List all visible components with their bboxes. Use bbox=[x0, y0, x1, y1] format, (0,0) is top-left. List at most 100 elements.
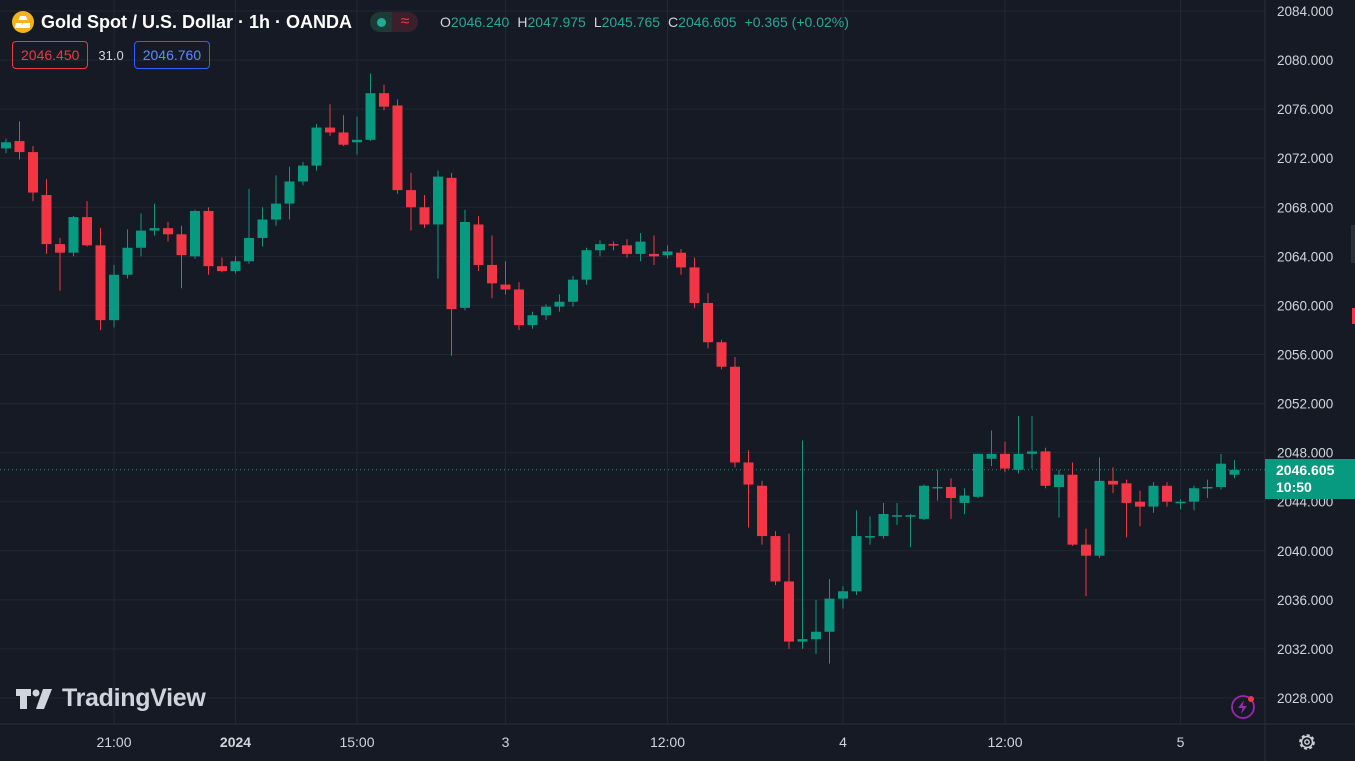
candle-body bbox=[703, 302, 713, 343]
price-axis[interactable]: 2084.000 2080.000 2076.000 2072.000 2068.000… bbox=[1277, 4, 1333, 706]
candle bbox=[298, 161, 308, 186]
candle bbox=[217, 257, 227, 273]
candle-body bbox=[662, 251, 673, 256]
candle-body bbox=[190, 210, 200, 257]
candle bbox=[1000, 441, 1010, 473]
candle-body bbox=[568, 279, 578, 302]
candle bbox=[1229, 460, 1240, 479]
candle bbox=[28, 145, 38, 202]
candle-body bbox=[1067, 474, 1078, 545]
candle-body bbox=[325, 127, 335, 133]
candle bbox=[1216, 453, 1226, 490]
time-tick-label: 5 bbox=[1177, 734, 1185, 750]
last-price-value: 2046.605 bbox=[1276, 462, 1335, 478]
candle bbox=[41, 179, 52, 254]
candle-body bbox=[14, 141, 25, 153]
lightning-icon[interactable] bbox=[1230, 694, 1256, 720]
candle-body bbox=[217, 266, 227, 272]
candle bbox=[595, 240, 605, 257]
open-value: O2046.240 bbox=[440, 14, 510, 30]
candle-body bbox=[716, 342, 727, 367]
candle bbox=[68, 215, 79, 257]
market-open-dot-icon bbox=[370, 12, 393, 32]
candle bbox=[514, 282, 524, 330]
candle-body bbox=[959, 495, 970, 503]
candle bbox=[163, 222, 173, 242]
candle bbox=[365, 73, 376, 142]
gear-icon[interactable] bbox=[1296, 731, 1318, 753]
candle bbox=[905, 513, 916, 548]
price-tick-label: 2036.000 bbox=[1277, 593, 1333, 608]
candle-body bbox=[41, 195, 52, 245]
candlestick-series bbox=[1, 73, 1240, 664]
candle-body bbox=[28, 152, 38, 193]
candle bbox=[446, 172, 457, 356]
legend-header: Gold Spot / U.S. Dollar · 1h · OANDA ≈ O… bbox=[12, 9, 849, 35]
candle bbox=[1040, 447, 1051, 489]
price-tick-label: 2080.000 bbox=[1277, 53, 1333, 68]
market-status-pill[interactable]: ≈ bbox=[370, 12, 419, 32]
candle bbox=[338, 115, 349, 146]
candle-body bbox=[352, 139, 362, 143]
candle bbox=[1094, 457, 1105, 559]
time-tick-label: 12:00 bbox=[987, 734, 1022, 750]
candle bbox=[1081, 528, 1091, 597]
candle-body bbox=[203, 210, 214, 267]
candle bbox=[797, 440, 808, 649]
gold-bars-icon[interactable] bbox=[12, 11, 34, 33]
low-value: L2045.765 bbox=[593, 14, 661, 30]
candle-body bbox=[865, 536, 875, 538]
candle-body bbox=[1162, 485, 1172, 502]
candle bbox=[1135, 490, 1145, 527]
candle-body bbox=[136, 230, 146, 248]
candle bbox=[770, 531, 781, 586]
right-edge-marker bbox=[1351, 225, 1355, 263]
tradingview-watermark[interactable]: TradingView bbox=[16, 684, 206, 713]
candle-body bbox=[581, 250, 592, 280]
candle-body bbox=[500, 284, 511, 290]
time-tick-label: 12:00 bbox=[650, 734, 685, 750]
candle-body bbox=[1054, 474, 1064, 487]
candle-body bbox=[1148, 485, 1159, 507]
candle bbox=[149, 203, 160, 236]
price-tick-label: 2084.000 bbox=[1277, 4, 1333, 19]
candle-body bbox=[1013, 453, 1024, 470]
time-tick-label: 3 bbox=[502, 734, 510, 750]
candle-body bbox=[1216, 463, 1226, 487]
candle bbox=[986, 430, 997, 467]
candle bbox=[689, 257, 700, 308]
candle bbox=[730, 356, 740, 468]
candle-body bbox=[365, 93, 376, 140]
symbol-title[interactable]: Gold Spot / U.S. Dollar · 1h · OANDA bbox=[41, 11, 353, 32]
quote-panel: 2046.450 31.0 2046.760 bbox=[12, 41, 211, 69]
price-tick-label: 2052.000 bbox=[1277, 397, 1333, 412]
candle-body bbox=[473, 224, 484, 265]
candle bbox=[649, 235, 659, 265]
candle bbox=[892, 502, 902, 526]
candle bbox=[311, 123, 322, 171]
candle bbox=[1013, 415, 1024, 474]
candle bbox=[757, 480, 767, 545]
time-axis[interactable]: 21:00 2024 15:00 3 12:00 4 12:00 5 bbox=[96, 734, 1184, 750]
candle-body bbox=[1175, 501, 1186, 504]
candle bbox=[1202, 479, 1213, 499]
candle bbox=[406, 172, 416, 231]
candle bbox=[527, 311, 538, 329]
candle bbox=[743, 450, 754, 528]
price-tick-label: 2048.000 bbox=[1277, 446, 1333, 461]
candle bbox=[176, 225, 187, 289]
candle bbox=[878, 502, 889, 539]
candle-body bbox=[68, 217, 79, 253]
candle bbox=[959, 488, 970, 514]
candle-body bbox=[595, 244, 605, 251]
sell-price-button[interactable]: 2046.450 bbox=[12, 41, 89, 69]
buy-price-button[interactable]: 2046.760 bbox=[133, 41, 211, 69]
candle bbox=[433, 170, 443, 279]
candle bbox=[716, 339, 727, 370]
candle-body bbox=[1229, 469, 1240, 475]
candle bbox=[1108, 467, 1118, 494]
candle-body bbox=[95, 245, 106, 321]
candle-body bbox=[244, 237, 254, 262]
candle bbox=[1054, 469, 1064, 518]
